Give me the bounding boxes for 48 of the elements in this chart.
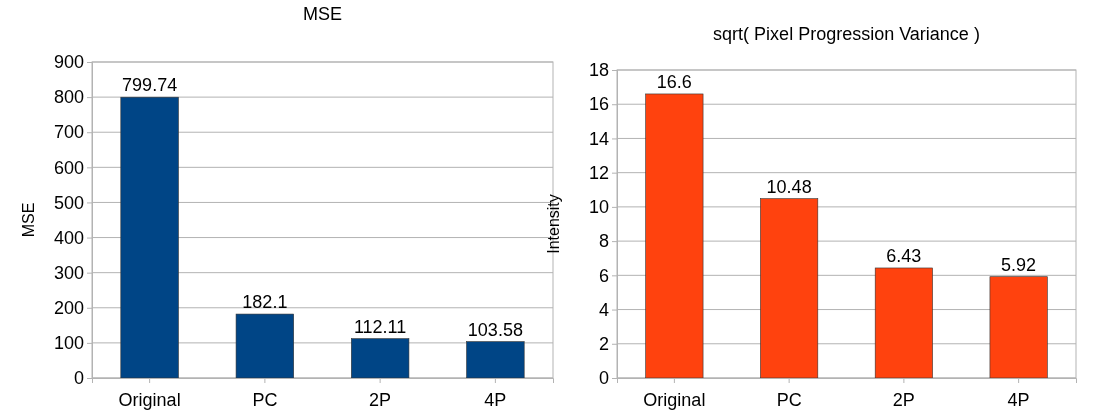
data-label: 182.1 bbox=[242, 292, 288, 313]
y-axis-title: Intensity bbox=[545, 194, 562, 254]
y-tick-label: 8 bbox=[598, 231, 609, 252]
y-tick-label: 18 bbox=[588, 60, 609, 81]
data-label: 799.74 bbox=[122, 75, 178, 96]
y-tick-label: 700 bbox=[53, 122, 84, 143]
y-tick-label: 500 bbox=[53, 192, 84, 213]
y-tick-label: 12 bbox=[588, 162, 609, 183]
y-tick-label: 16 bbox=[588, 94, 609, 115]
y-tick-label: 2 bbox=[598, 334, 609, 355]
bar bbox=[989, 276, 1048, 379]
x-tick-label: 4P bbox=[1007, 389, 1030, 410]
y-axis-title: MSE bbox=[20, 202, 37, 238]
y-tick-label: 200 bbox=[53, 298, 84, 319]
data-label: 5.92 bbox=[1001, 254, 1037, 275]
y-tick-label: 4 bbox=[598, 299, 609, 320]
bar bbox=[235, 313, 294, 379]
y-tick-label: 6 bbox=[598, 265, 609, 286]
data-label: 10.48 bbox=[766, 176, 812, 197]
data-label: 103.58 bbox=[467, 319, 523, 340]
x-tick-label: Original bbox=[643, 389, 706, 410]
y-tick-label: 0 bbox=[598, 368, 609, 389]
y-tick-label: 100 bbox=[53, 333, 84, 354]
y-tick-label: 400 bbox=[53, 227, 84, 248]
data-label: 112.11 bbox=[353, 316, 407, 337]
y-tick-label: 300 bbox=[53, 262, 84, 283]
bar bbox=[760, 198, 819, 379]
bar bbox=[351, 338, 410, 379]
x-tick-label: 4P bbox=[484, 389, 507, 410]
y-tick-label: 14 bbox=[588, 128, 609, 149]
data-label: 6.43 bbox=[886, 245, 922, 266]
x-tick-label: PC bbox=[252, 389, 278, 410]
x-tick-label: 2P bbox=[369, 389, 392, 410]
data-label: 16.6 bbox=[656, 71, 692, 92]
bar bbox=[120, 96, 179, 379]
chart-title: sqrt( Pixel Progression Variance ) bbox=[713, 24, 980, 44]
bar bbox=[466, 341, 525, 379]
y-tick-label: 600 bbox=[53, 157, 84, 178]
y-tick-label: 800 bbox=[53, 87, 84, 108]
y-tick-label: 900 bbox=[53, 52, 84, 73]
chart-title: MSE bbox=[302, 4, 343, 24]
bar bbox=[645, 93, 704, 379]
y-tick-label: 10 bbox=[588, 197, 609, 218]
x-tick-label: 2P bbox=[892, 389, 915, 410]
y-tick-label: 0 bbox=[73, 368, 84, 389]
x-tick-label: PC bbox=[776, 389, 802, 410]
bar bbox=[874, 267, 933, 379]
x-tick-label: Original bbox=[118, 389, 181, 410]
